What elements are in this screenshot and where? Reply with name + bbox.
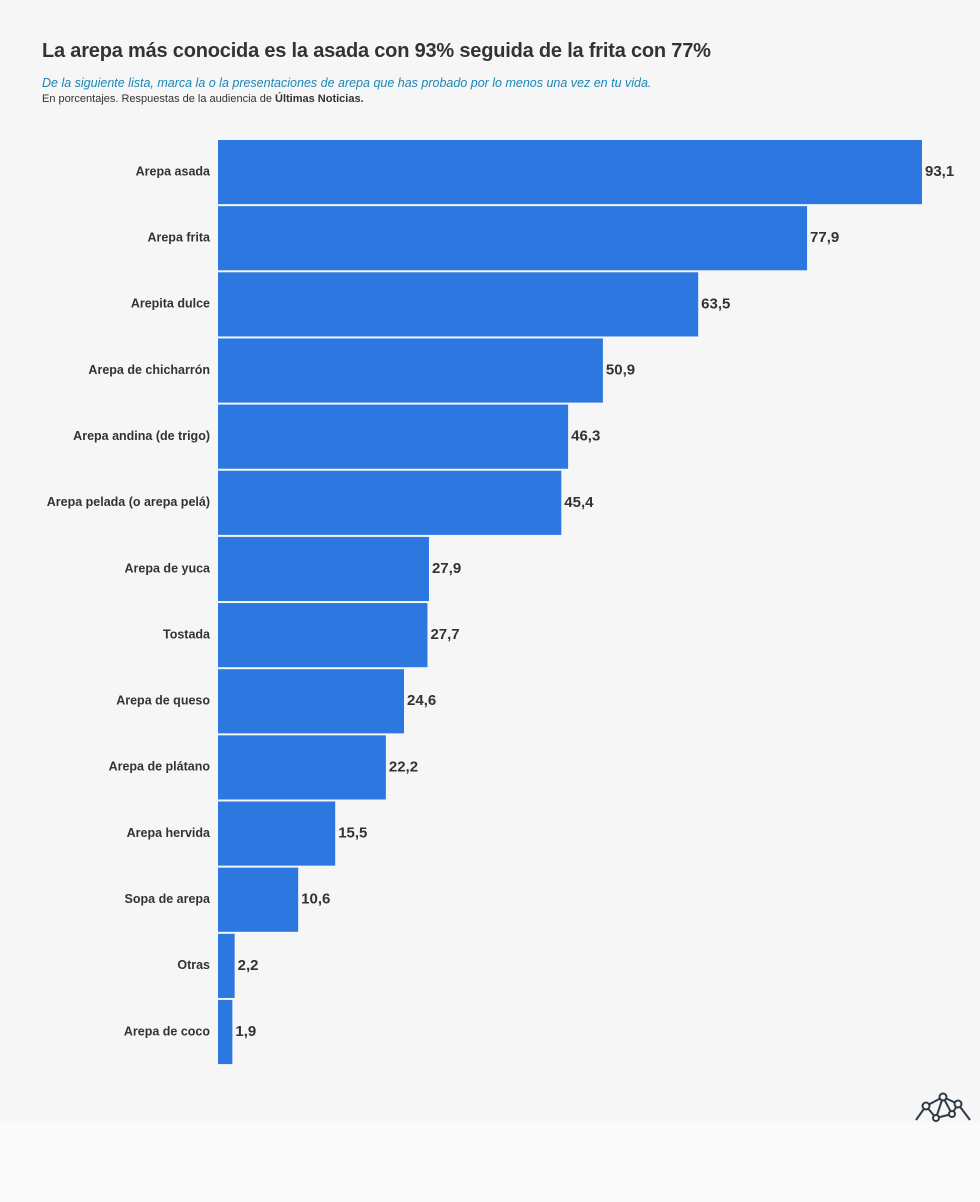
value-label: 27,9 [432,560,461,577]
chart-title: La arepa más conocida es la asada con 93… [42,40,711,62]
value-label: 15,5 [338,825,367,842]
category-label: Arepa andina (de trigo) [73,429,210,443]
category-label: Sopa de arepa [125,892,211,906]
bar [218,867,299,932]
category-label: Arepa de chicharrón [88,363,210,377]
value-label: 10,6 [301,891,330,908]
bar [218,404,569,469]
chart-note: En porcentajes. Respuestas de la audienc… [42,93,364,105]
value-label: 46,3 [571,428,600,445]
bar [218,206,808,271]
value-label: 24,6 [407,692,436,709]
category-label: Arepa de queso [116,694,210,708]
bar [218,603,428,668]
value-label: 45,4 [564,494,594,511]
category-label: Arepa hervida [127,826,211,840]
category-label: Arepita dulce [131,297,210,311]
value-label: 1,9 [235,1023,256,1040]
bar [218,272,699,337]
note-source: Últimas Noticias. [275,93,364,105]
bar [218,735,386,800]
category-label: Arepa frita [147,231,211,245]
value-label: 2,2 [238,957,259,974]
bar [218,801,336,866]
bar [218,338,603,403]
network-nodes-icon [915,1092,971,1122]
chart-subtitle: De la siguiente lista, marca la o la pre… [42,76,652,90]
category-label: Otras [177,958,210,972]
bar [218,669,405,734]
value-label: 93,1 [925,163,954,180]
category-label: Arepa pelada (o arepa pelá) [47,495,210,509]
note-prefix: En porcentajes. Respuestas de la audienc… [42,93,275,105]
category-label: Tostada [163,627,211,641]
category-label: Arepa asada [136,164,211,178]
category-label: Arepa de yuca [125,561,212,575]
bar [218,933,235,998]
category-label: Arepa de coco [124,1024,211,1038]
bar [218,140,922,205]
category-label: Arepa de plátano [109,760,211,774]
value-label: 22,2 [389,758,418,775]
value-label: 27,7 [430,626,459,643]
bar [218,999,233,1065]
value-label: 63,5 [701,295,730,312]
value-label: 50,9 [606,361,635,378]
bar-chart: Arepa asada 93,1 Arepa frita 77,9 Arepita du… [47,140,954,1065]
bar [218,470,562,535]
value-label: 77,9 [810,229,839,246]
chart-card: La arepa más conocida es la asada con 93… [42,40,971,1122]
bar [218,536,429,602]
